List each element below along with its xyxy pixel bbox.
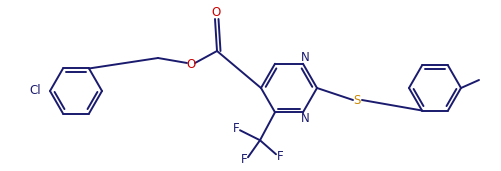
- Text: S: S: [353, 94, 361, 107]
- Text: O: O: [186, 57, 195, 70]
- Text: N: N: [301, 51, 310, 64]
- Text: O: O: [212, 5, 221, 18]
- Text: F: F: [232, 122, 239, 135]
- Text: F: F: [240, 153, 247, 166]
- Text: Cl: Cl: [30, 84, 41, 97]
- Text: N: N: [301, 112, 310, 125]
- Text: F: F: [277, 150, 283, 163]
